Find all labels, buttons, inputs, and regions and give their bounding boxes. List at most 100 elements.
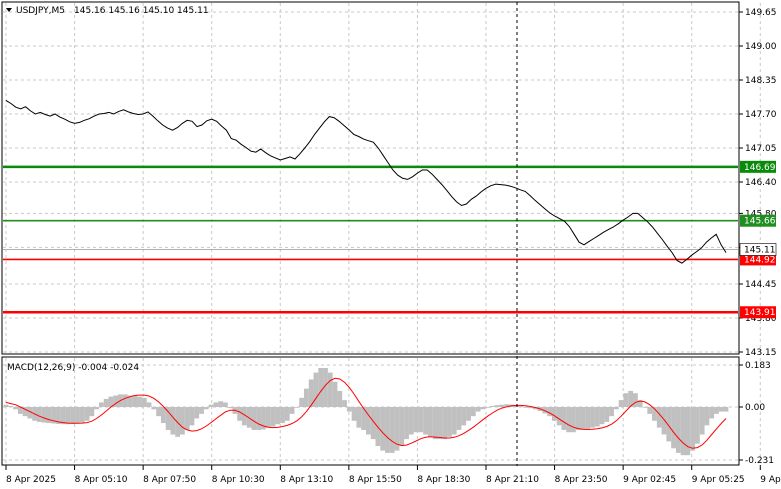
macd-bar (513, 405, 519, 407)
macd-bar (251, 406, 257, 430)
macd-bar (103, 398, 109, 407)
macd-bar (180, 406, 185, 435)
macd-bar (127, 395, 133, 407)
price-tags: 146.69 145.66 144.92 143.91 145.11 (739, 160, 777, 319)
macd-bar (380, 406, 386, 451)
macd-bar (571, 406, 576, 433)
macd-bar (475, 406, 481, 412)
macd-bar (456, 406, 462, 430)
macd-bar (22, 406, 28, 417)
time-tick-label: 8 Apr 15:50 (349, 475, 402, 485)
time-tick-label: 8 Apr 18:30 (417, 475, 470, 485)
macd-bar (423, 406, 429, 435)
macd-bar (694, 406, 700, 444)
macd-signal-line (5, 377, 727, 449)
macd-bar (361, 406, 367, 430)
macd-bar (342, 400, 347, 407)
macd-bar (184, 406, 190, 430)
price-tick-label: 143.80 (745, 314, 777, 324)
macd-bar (141, 397, 147, 407)
macd-bar (218, 401, 223, 407)
time-tick-label: 8 Apr 07:50 (143, 475, 196, 485)
macd-bar (79, 406, 85, 423)
macd-bar (389, 406, 395, 453)
macd-bar (704, 406, 710, 426)
macd-bar (356, 406, 362, 428)
macd-bar (270, 406, 276, 427)
macd-bar (447, 406, 452, 437)
level-tag-label: 144.92 (744, 255, 776, 265)
macd-bar (718, 406, 724, 412)
macd-bar (556, 406, 562, 426)
price-tick-label: 146.40 (745, 178, 777, 188)
macd-bar (27, 406, 33, 419)
macd-bar (480, 406, 486, 410)
macd-bar (8, 406, 14, 407)
price-pane-frame (1, 1, 740, 355)
macd-bar (199, 406, 204, 414)
level-tag-label: 146.69 (744, 163, 776, 173)
macd-bar (427, 406, 433, 437)
price-tick-label: 149.00 (745, 42, 777, 52)
time-tick-label: 8 Apr 2025 (6, 475, 56, 485)
macd-bar (56, 406, 61, 424)
symbol-menu-triangle-icon[interactable] (6, 8, 12, 12)
macd-bar (585, 406, 591, 429)
macd-bar (370, 406, 376, 440)
macd-bar (213, 402, 219, 407)
time-axis: 8 Apr 2025 8 Apr 05:10 8 Apr 07:50 8 Apr 10… (5, 465, 781, 485)
time-tick-label: 8 Apr 10:30 (212, 475, 265, 485)
macd-bar (408, 406, 414, 435)
macd-bar (203, 406, 209, 410)
macd-bar (413, 406, 419, 433)
macd-bar (613, 406, 619, 410)
macd-bar (299, 397, 305, 407)
price-tick-label: 147.70 (745, 110, 777, 120)
macd-bar (437, 406, 443, 440)
macd-bar (528, 406, 533, 409)
current-price-tag-bg (739, 243, 777, 256)
macd-tick-label: -0.231 (745, 456, 774, 466)
macd-bar (3, 404, 9, 407)
level-tag-bg (740, 253, 776, 266)
time-tick-label: 8 Apr 21:10 (486, 475, 539, 485)
macd-bar (656, 406, 662, 428)
macd-bar (575, 406, 581, 430)
macd-bar (599, 406, 605, 425)
level-tag-label: 143.91 (744, 308, 776, 318)
ohlc-values: 145.16 145.16 145.10 145.11 (74, 6, 209, 16)
macd-bar (618, 400, 624, 407)
price-tick-label: 147.05 (745, 144, 777, 154)
price-tick-label: 148.35 (745, 76, 777, 86)
macd-bar (237, 406, 243, 421)
macd-bar (170, 406, 176, 435)
macd-bar (504, 404, 510, 407)
horizontal-levels[interactable] (3, 165, 738, 314)
macd-pane-frame (1, 356, 740, 466)
time-tick-label: 9 Apr 02:45 (623, 475, 676, 485)
macd-bar (652, 406, 657, 421)
macd-bar (84, 406, 90, 421)
macd-bar (404, 406, 409, 440)
macd-bar (65, 406, 71, 425)
level-tag-label: 145.66 (744, 217, 776, 227)
time-tick-label: 9 Apr 08:05 (760, 475, 781, 485)
macd-bar (98, 402, 104, 407)
macd-bar (566, 406, 572, 433)
macd-bar (628, 390, 634, 407)
macd-bar (532, 406, 538, 410)
macd-bar (642, 406, 648, 408)
macd-bar (308, 379, 314, 407)
symbol-label: USDJPY,M5 (16, 6, 65, 16)
macd-tick-label: 0.183 (745, 361, 771, 371)
macd-bar (261, 406, 266, 430)
macd-bar (432, 406, 438, 440)
macd-bar (284, 406, 290, 421)
macd-bar (590, 406, 595, 428)
macd-bar (89, 406, 95, 417)
macd-bar (394, 406, 400, 451)
macd-axis: 0.183 0.00 -0.231 (739, 361, 774, 466)
macd-bar (70, 406, 76, 424)
price-grid (3, 3, 761, 353)
